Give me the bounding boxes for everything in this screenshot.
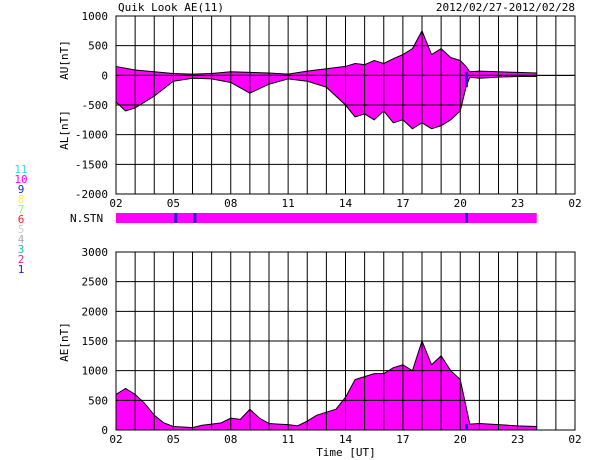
y-label-ae: AE[nT] [58, 322, 71, 362]
legend-station-10: 10 [14, 173, 27, 186]
ae-y-tick-label: 0 [101, 424, 108, 437]
au-al-x-tick-label: 20 [454, 197, 467, 210]
ae-y-tick-label: 1000 [82, 365, 109, 378]
legend-station-11: 11 [14, 163, 27, 176]
y-label-au: AU[nT] [58, 40, 71, 80]
ae-y-tick-label: 3000 [82, 246, 109, 259]
au-al-x-tick-label: 11 [282, 197, 295, 210]
legend-station-9: 9 [18, 183, 25, 196]
au-al-x-tick-label: 02 [109, 197, 122, 210]
chart-title: Quik Look AE(11) [118, 1, 224, 14]
legend-station-1: 1 [18, 263, 25, 276]
legend-station-8: 8 [18, 193, 25, 206]
station-mark [193, 213, 197, 223]
ae-x-tick-label: 23 [511, 433, 524, 446]
legend-station-7: 7 [18, 203, 25, 216]
legend-station-5: 5 [18, 223, 25, 236]
y-label-al: AL[nT] [58, 110, 71, 150]
ae-y-tick-label: 2500 [82, 276, 109, 289]
ae-station-drop-mark [464, 424, 468, 430]
au-al-x-tick-label: 14 [339, 197, 353, 210]
legend-station-2: 2 [18, 253, 25, 266]
al-line [115, 76, 537, 130]
station-count-panel [116, 213, 537, 223]
station-mark [464, 213, 468, 223]
au-al-x-tick-label: 17 [396, 197, 409, 210]
au-al-y-tick-label: -2000 [75, 188, 108, 201]
au-al-x-tick-label: 02 [568, 197, 581, 210]
al-area [116, 75, 537, 129]
au-station-drop-mark [464, 71, 468, 88]
au-al-y-tick-label: 1000 [82, 10, 109, 23]
au-al-y-tick-label: -1500 [75, 158, 108, 171]
ae-y-tick-label: 500 [88, 394, 108, 407]
legend-station-3: 3 [18, 243, 25, 256]
au-al-y-tick-label: -1000 [75, 129, 108, 142]
ae-y-tick-label: 2000 [82, 305, 109, 318]
ae-x-tick-label: 11 [282, 433, 295, 446]
ae-y-tick-label: 1500 [82, 335, 109, 348]
au-al-x-tick-label: 08 [224, 197, 237, 210]
au-al-y-tick-label: -500 [82, 99, 109, 112]
station-mark [174, 213, 178, 223]
station-bar [116, 213, 537, 223]
au-area [116, 30, 537, 76]
ae-x-tick-label: 02 [109, 433, 122, 446]
legend-station-6: 6 [18, 213, 25, 226]
ae-x-tick-label: 20 [454, 433, 467, 446]
ae-x-tick-label: 05 [167, 433, 180, 446]
au-al-y-tick-label: 0 [101, 69, 108, 82]
au-line [115, 29, 537, 75]
ae-x-tick-label: 02 [568, 433, 581, 446]
date-range: 2012/02/27-2012/02/28 [436, 1, 575, 14]
legend-station-4: 4 [18, 233, 25, 246]
au-al-x-tick-label: 05 [167, 197, 180, 210]
ae-area [116, 341, 537, 430]
au-al-x-tick-label: 23 [511, 197, 524, 210]
au-al-y-tick-label: 500 [88, 40, 108, 53]
y-label-nstn: N.STN [70, 212, 103, 225]
ae-x-tick-label: 08 [224, 433, 237, 446]
ae-x-tick-label: 14 [339, 433, 353, 446]
x-axis-title: Time [UT] [316, 446, 376, 459]
ae-x-tick-label: 17 [396, 433, 409, 446]
